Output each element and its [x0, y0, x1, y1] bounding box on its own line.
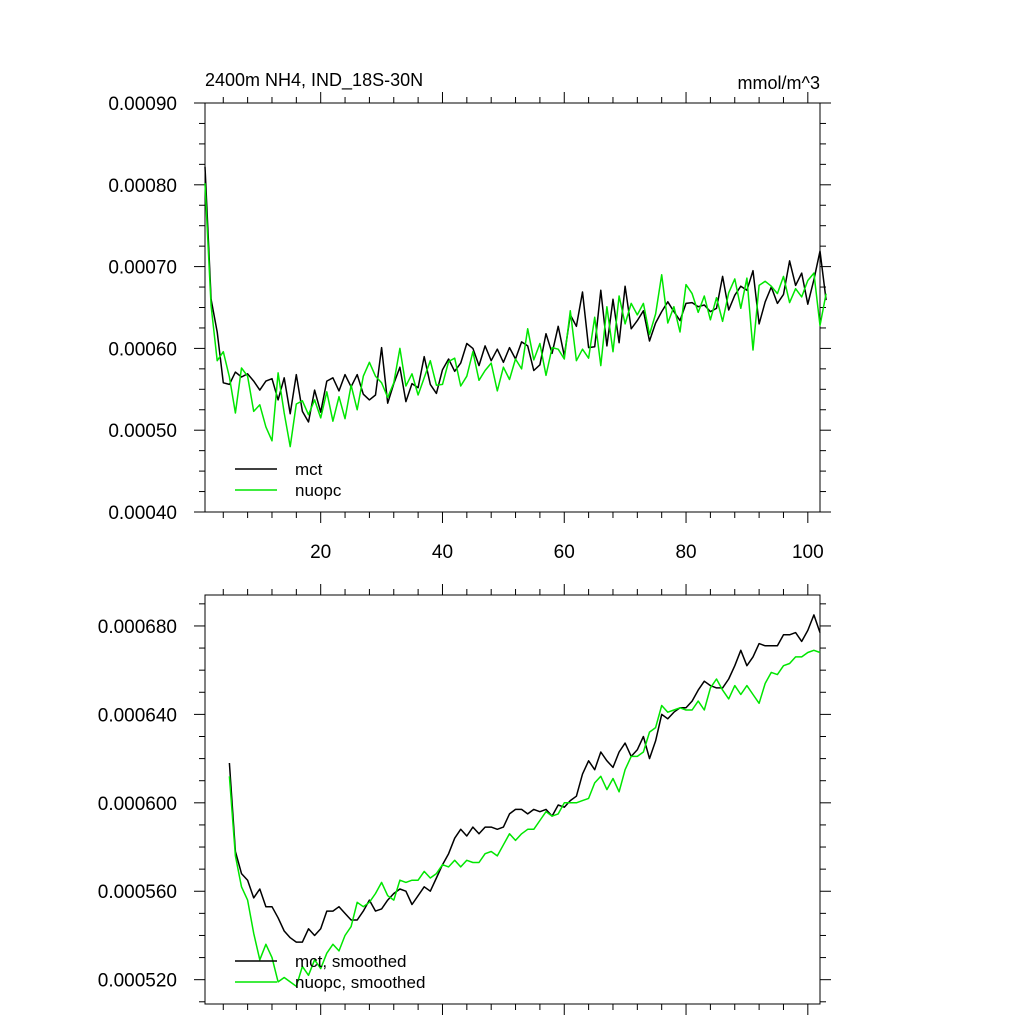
units-label: mmol/m^3 — [738, 73, 820, 93]
series-line-mct — [204, 166, 827, 423]
y-tick-label: 0.000520 — [98, 971, 177, 992]
y-tick-label: 0.000640 — [98, 705, 177, 726]
x-tick-label: 100 — [792, 542, 824, 563]
legend-label: mct — [295, 460, 323, 479]
series-line-mct-smoothed — [228, 614, 821, 943]
y-tick-label: 0.00040 — [108, 503, 177, 524]
legend-label: nuopc, smoothed — [295, 973, 425, 992]
x-tick-label: 40 — [432, 542, 453, 563]
y-tick-label: 0.00080 — [108, 176, 177, 197]
y-tick-label: 0.00090 — [108, 94, 177, 115]
y-tick-label: 0.00070 — [108, 258, 177, 279]
y-tick-label: 0.00050 — [108, 421, 177, 442]
x-tick-label: 20 — [310, 542, 331, 563]
chart-title: 2400m NH4, IND_18S-30N — [205, 70, 423, 91]
x-tick-label: 60 — [554, 542, 575, 563]
y-tick-label: 0.000680 — [98, 617, 177, 638]
y-tick-label: 0.000560 — [98, 882, 177, 903]
legend-label: nuopc — [295, 481, 342, 500]
series-line-nuopc-smoothed — [228, 649, 821, 988]
legend-label: mct, smoothed — [295, 952, 407, 971]
y-tick-label: 0.000600 — [98, 794, 177, 815]
bottom-chart-panel: 0.000520 0.000560 0.000600 0.000640 0.000680… — [98, 584, 831, 1015]
y-tick-label: 0.00060 — [108, 339, 177, 360]
x-tick-label: 80 — [675, 542, 696, 563]
series-line-nuopc — [204, 183, 827, 448]
top-chart-panel: 20 40 60 80 100 0.00040 0.00050 0.00060 0.00070 0… — [108, 70, 831, 563]
plot-frame — [204, 594, 821, 1005]
